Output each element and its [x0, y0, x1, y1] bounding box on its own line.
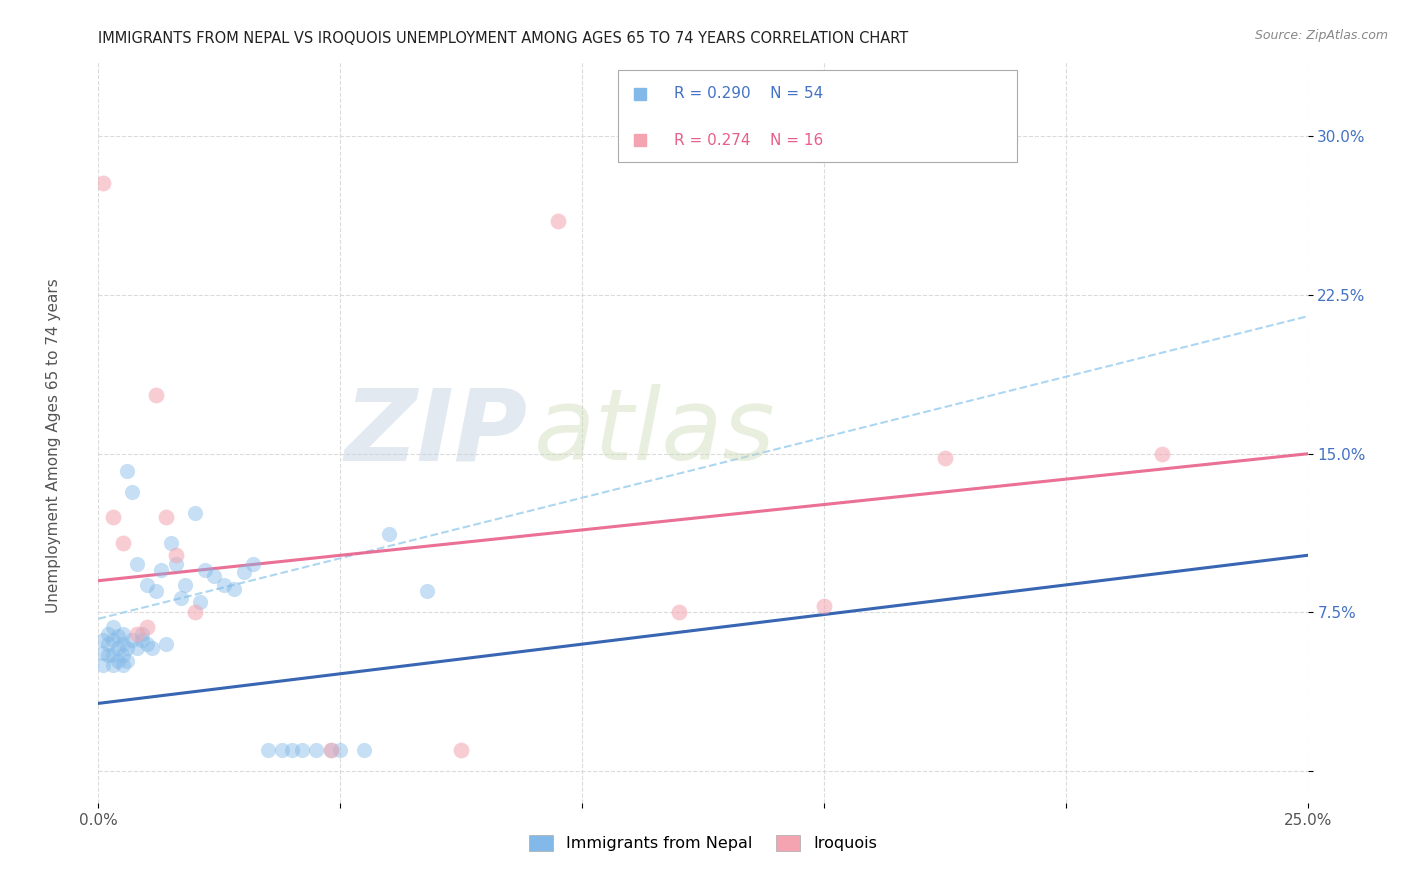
Point — [117, 654, 139, 668]
Legend: Immigrants from Nepal, Iroquois: Immigrants from Nepal, Iroquois — [523, 829, 883, 858]
Point — [101, 648, 124, 662]
Point — [135, 637, 157, 651]
Point — [111, 648, 134, 662]
Point — [127, 641, 149, 656]
Point — [155, 510, 177, 524]
Text: Source: ZipAtlas.com: Source: ZipAtlas.com — [1254, 29, 1388, 42]
Point — [204, 569, 226, 583]
Point — [91, 646, 114, 660]
Point — [101, 620, 124, 634]
Point — [232, 566, 254, 580]
Point — [547, 214, 569, 228]
Point — [1152, 447, 1174, 461]
Point — [121, 484, 143, 499]
Point — [101, 632, 124, 647]
Text: R = 0.290    N = 54: R = 0.290 N = 54 — [673, 86, 824, 101]
Point — [111, 626, 134, 640]
Point — [165, 557, 187, 571]
Point — [91, 176, 114, 190]
Point — [111, 658, 134, 673]
Point — [117, 641, 139, 656]
Point — [169, 591, 191, 605]
Point — [121, 632, 143, 647]
Point — [97, 626, 120, 640]
Point — [290, 743, 312, 757]
Point — [107, 654, 129, 668]
Point — [319, 743, 342, 757]
Point — [160, 535, 183, 549]
Point — [174, 578, 197, 592]
Point — [184, 606, 207, 620]
Point — [305, 743, 328, 757]
Point — [212, 578, 235, 592]
Point — [91, 658, 114, 673]
Point — [188, 595, 211, 609]
Point — [242, 557, 264, 571]
Point — [271, 743, 294, 757]
Point — [150, 563, 173, 577]
Point — [281, 743, 304, 757]
Point — [184, 506, 207, 520]
Point — [329, 743, 352, 757]
Point — [131, 626, 153, 640]
Point — [416, 584, 439, 599]
Point — [97, 637, 120, 651]
Point — [319, 743, 342, 757]
Text: ZIP: ZIP — [344, 384, 527, 481]
Point — [97, 648, 120, 662]
Point — [194, 563, 217, 577]
Point — [131, 632, 153, 647]
Point — [111, 535, 134, 549]
Point — [377, 527, 399, 541]
Point — [934, 450, 956, 465]
Point — [145, 584, 167, 599]
Point — [145, 387, 167, 401]
Point — [668, 606, 690, 620]
Text: atlas: atlas — [534, 384, 775, 481]
Point — [135, 620, 157, 634]
Point — [107, 641, 129, 656]
Point — [117, 464, 139, 478]
Point — [155, 637, 177, 651]
Point — [101, 658, 124, 673]
Point — [107, 629, 129, 643]
Point — [141, 641, 163, 656]
Point — [165, 549, 187, 563]
Point — [135, 578, 157, 592]
Point — [450, 743, 472, 757]
Point — [813, 599, 835, 613]
Text: Unemployment Among Ages 65 to 74 years: Unemployment Among Ages 65 to 74 years — [46, 278, 60, 614]
FancyBboxPatch shape — [619, 70, 1018, 162]
Point — [353, 743, 375, 757]
Point — [127, 557, 149, 571]
Point — [127, 626, 149, 640]
Point — [256, 743, 278, 757]
Text: IMMIGRANTS FROM NEPAL VS IROQUOIS UNEMPLOYMENT AMONG AGES 65 TO 74 YEARS CORRELA: IMMIGRANTS FROM NEPAL VS IROQUOIS UNEMPL… — [98, 31, 908, 46]
Text: R = 0.274    N = 16: R = 0.274 N = 16 — [673, 133, 824, 148]
Point — [91, 632, 114, 647]
Point — [222, 582, 245, 596]
Point — [111, 637, 134, 651]
Point — [101, 510, 124, 524]
